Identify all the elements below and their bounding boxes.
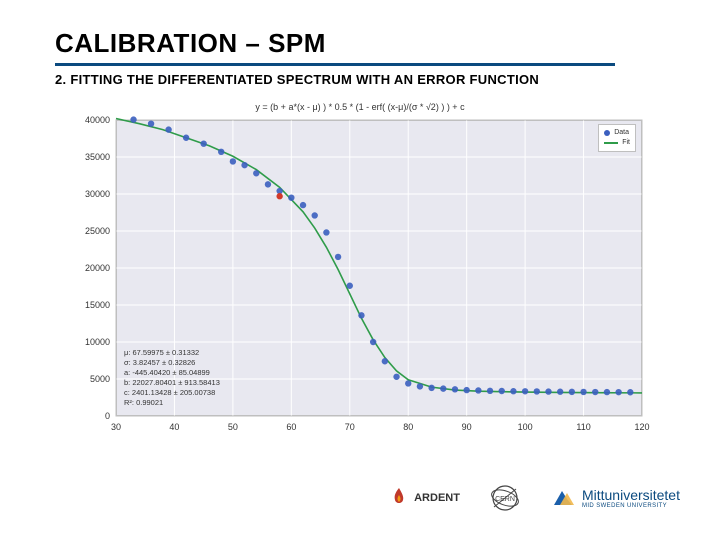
page-subtitle: 2. FITTING THE DIFFERENTIATED SPECTRUM W…	[55, 72, 539, 87]
svg-text:35000: 35000	[85, 152, 110, 162]
slide-root: CALIBRATION – SPM 2. FITTING THE DIFFERE…	[0, 0, 720, 540]
legend-line-icon	[604, 142, 618, 144]
legend-fit: Fit	[604, 138, 630, 148]
svg-text:0: 0	[105, 411, 110, 421]
svg-text:90: 90	[462, 422, 472, 432]
param-line: a: -445.40420 ± 85.04899	[124, 368, 220, 378]
svg-text:60: 60	[286, 422, 296, 432]
svg-text:70: 70	[345, 422, 355, 432]
footer-logos: ARDENT CERN Mittuniversitetet MID SWEDEN…	[0, 474, 720, 522]
chart-frame: y = (b + a*(x - μ) ) * 0.5 * (1 - erf( (…	[70, 100, 650, 440]
svg-text:50: 50	[228, 422, 238, 432]
svg-text:110: 110	[576, 422, 590, 432]
logo-miun-textwrap: Mittuniversitetet MID SWEDEN UNIVERSITY	[582, 487, 680, 509]
legend-fit-label: Fit	[622, 138, 630, 148]
legend-dot-icon	[604, 130, 610, 136]
svg-text:10000: 10000	[85, 337, 110, 347]
param-line: c: 2401.13428 ± 205.00738	[124, 388, 220, 398]
fit-params: μ: 67.59975 ± 0.31332σ: 3.82457 ± 0.3282…	[124, 348, 220, 408]
svg-text:20000: 20000	[85, 263, 110, 273]
logo-miun: Mittuniversitetet MID SWEDEN UNIVERSITY	[550, 485, 680, 511]
logo-ardent: ARDENT	[390, 487, 460, 509]
logo-miun-sub: MID SWEDEN UNIVERSITY	[582, 503, 680, 509]
logo-ardent-label: ARDENT	[414, 492, 460, 504]
svg-text:100: 100	[518, 422, 533, 432]
svg-text:40000: 40000	[85, 115, 110, 125]
svg-text:30: 30	[111, 422, 121, 432]
svg-text:120: 120	[634, 422, 649, 432]
param-line: b: 22027.80401 ± 913.58413	[124, 378, 220, 388]
legend-data: Data	[604, 128, 630, 138]
svg-text:40: 40	[169, 422, 179, 432]
svg-text:15000: 15000	[85, 300, 110, 310]
logo-miun-name: Mittuniversitetet	[582, 487, 680, 503]
logo-cern: CERN	[488, 481, 522, 515]
miun-icon	[550, 485, 576, 511]
chart-legend: Data Fit	[598, 124, 636, 152]
svg-text:30000: 30000	[85, 189, 110, 199]
svg-text:80: 80	[403, 422, 413, 432]
svg-text:CERN: CERN	[495, 496, 515, 503]
param-line: R²: 0.99021	[124, 398, 220, 408]
param-line: σ: 3.82457 ± 0.32826	[124, 358, 220, 368]
cern-icon: CERN	[488, 481, 522, 515]
page-title: CALIBRATION – SPM	[55, 28, 615, 66]
legend-data-label: Data	[614, 128, 629, 138]
svg-text:25000: 25000	[85, 226, 110, 236]
param-line: μ: 67.59975 ± 0.31332	[124, 348, 220, 358]
svg-text:5000: 5000	[90, 374, 110, 384]
flame-icon	[390, 487, 408, 509]
